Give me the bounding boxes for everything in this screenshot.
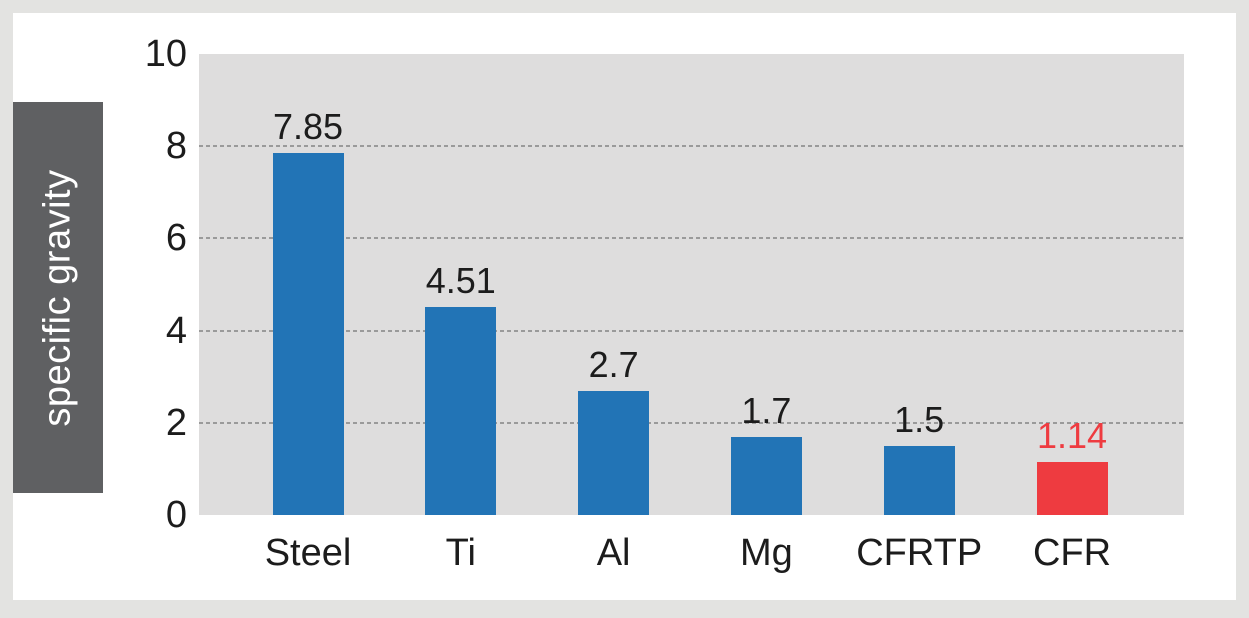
bar-cfr: [1036, 462, 1108, 515]
x-label-al: Al: [596, 532, 631, 574]
chart-card: specific gravity 0 2 4 6 8 10 7.85 4.51 2.7 1.7 1…: [13, 13, 1236, 600]
y-tick-label-4: 4: [165, 309, 187, 352]
y-tick-label-2: 2: [165, 401, 187, 444]
y-tick-label-10: 10: [144, 33, 187, 75]
y-axis-tick-labels: 0 2 4 6 8 10: [13, 33, 187, 536]
y-tick-label-6: 6: [165, 217, 187, 260]
bar-cfrtp: [883, 445, 955, 515]
bar-al: [578, 390, 650, 515]
value-label-steel: 7.85: [272, 106, 344, 148]
x-label-ti: Ti: [445, 532, 476, 574]
y-tick-label-0: 0: [165, 494, 187, 536]
y-axis-title-band: specific gravity: [13, 102, 103, 493]
gridline: [199, 329, 1184, 332]
value-label-mg: 1.7: [741, 389, 792, 431]
x-label-cfr: CFR: [1032, 532, 1112, 574]
bar-mg: [730, 436, 802, 515]
y-tick-label-8: 8: [165, 125, 187, 168]
gridline: [199, 421, 1184, 424]
x-label-cfrtp: CFRTP: [856, 532, 983, 574]
bar-steel: [272, 153, 344, 515]
plot-area: 7.85 4.51 2.7 1.7 1.5 1.14: [199, 54, 1184, 515]
gridline: [199, 237, 1184, 240]
bar-ti: [425, 307, 497, 515]
x-axis-category-labels: Steel Ti Al Mg CFRTP CFR: [199, 515, 1184, 600]
value-label-cfrtp: 1.5: [894, 398, 945, 440]
value-label-al: 2.7: [588, 343, 639, 385]
value-label-cfr: 1.14: [1036, 415, 1108, 457]
value-label-ti: 4.51: [425, 260, 496, 302]
x-label-steel: Steel: [264, 532, 352, 574]
gridline: [199, 145, 1184, 148]
x-label-mg: Mg: [739, 532, 793, 574]
